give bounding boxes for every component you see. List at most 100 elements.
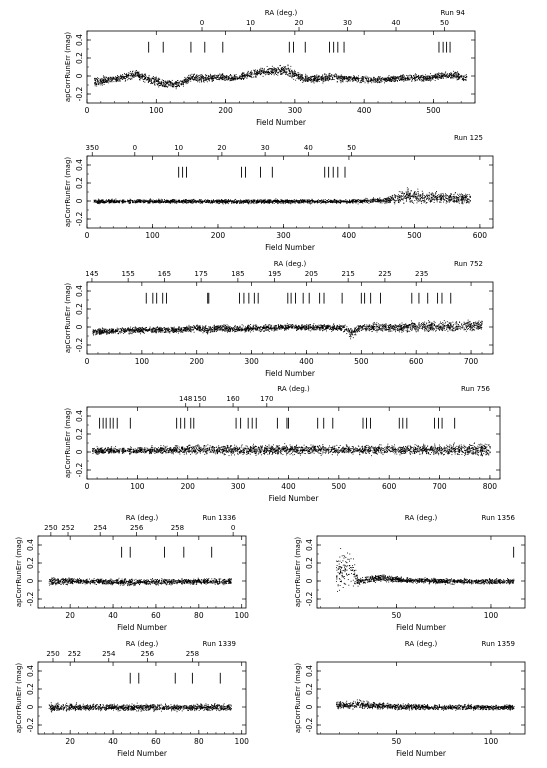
data-point	[166, 83, 167, 84]
data-point	[122, 76, 123, 77]
data-point	[147, 201, 149, 203]
data-point	[334, 74, 336, 76]
data-point	[107, 76, 109, 78]
data-point	[143, 74, 145, 76]
data-point	[162, 84, 163, 86]
data-point	[312, 78, 314, 80]
data-point	[105, 200, 107, 202]
ra-tick-label: 50	[347, 144, 356, 152]
data-point	[94, 82, 96, 84]
data-point	[171, 79, 173, 81]
data-point	[373, 79, 375, 81]
data-point	[283, 200, 285, 202]
data-point	[285, 68, 286, 70]
data-point	[271, 69, 273, 71]
data-point	[138, 75, 140, 76]
data-point	[327, 76, 329, 77]
x-tick-label: 300	[288, 106, 303, 115]
data-point	[189, 200, 191, 202]
data-point	[407, 190, 409, 192]
data-point	[363, 76, 364, 78]
data-point	[331, 74, 333, 76]
data-point	[96, 79, 98, 81]
data-point	[268, 199, 270, 201]
data-point	[427, 78, 429, 79]
data-point	[269, 72, 271, 74]
data-point	[134, 73, 136, 75]
data-point	[148, 76, 150, 78]
data-point	[132, 200, 134, 202]
data-point	[173, 83, 175, 85]
data-point	[140, 199, 142, 201]
data-point	[379, 78, 381, 79]
data-point	[410, 200, 411, 202]
data-point	[245, 201, 247, 203]
data-point	[106, 78, 108, 80]
data-point	[420, 79, 422, 81]
data-point	[395, 199, 397, 201]
data-point	[414, 78, 416, 80]
data-point	[226, 200, 228, 202]
data-point	[357, 76, 359, 78]
data-point	[283, 69, 285, 71]
data-point	[313, 76, 315, 77]
data-point	[343, 78, 345, 80]
data-point	[201, 77, 203, 79]
data-point	[271, 72, 273, 73]
data-point	[304, 80, 306, 82]
data-point	[378, 198, 380, 200]
data-point	[232, 78, 234, 80]
data-point	[181, 80, 183, 82]
data-point	[138, 77, 140, 79]
data-point	[342, 77, 344, 79]
data-point	[410, 198, 411, 200]
data-point	[151, 77, 153, 79]
data-point	[277, 203, 279, 205]
data-point	[352, 78, 354, 80]
y-tick-label: 0	[75, 73, 84, 78]
data-point	[151, 82, 152, 84]
data-point	[161, 202, 163, 204]
data-point	[291, 74, 293, 76]
data-point	[336, 199, 338, 201]
data-point	[450, 193, 452, 194]
data-point	[218, 79, 220, 81]
data-point	[417, 76, 419, 78]
data-point	[185, 199, 187, 200]
data-point	[180, 201, 182, 202]
data-point	[216, 200, 218, 202]
data-point	[347, 79, 349, 81]
data-point	[288, 199, 290, 201]
data-point	[191, 78, 193, 80]
data-point	[438, 74, 440, 76]
data-point	[380, 201, 382, 203]
data-point	[454, 72, 456, 74]
data-point	[405, 195, 406, 197]
data-point	[286, 71, 288, 73]
data-point	[319, 78, 321, 80]
data-point	[144, 73, 146, 75]
data-point	[247, 75, 249, 77]
data-point	[129, 72, 131, 74]
data-point	[410, 190, 412, 192]
data-point	[173, 86, 175, 88]
data-point	[303, 201, 305, 203]
data-point	[148, 200, 150, 202]
data-point	[282, 202, 284, 203]
data-point	[114, 201, 116, 203]
data-point	[248, 75, 249, 76]
data-point	[370, 199, 371, 201]
data-point	[401, 79, 403, 81]
data-point	[368, 79, 370, 81]
data-point	[407, 77, 409, 79]
data-point	[298, 73, 299, 75]
data-point	[315, 200, 317, 202]
data-point	[280, 71, 282, 72]
data-point	[223, 79, 225, 81]
data-point	[272, 73, 274, 75]
data-point	[367, 200, 368, 202]
data-point	[148, 79, 150, 81]
data-point	[386, 199, 388, 201]
data-point	[251, 70, 253, 72]
data-point	[351, 78, 353, 80]
